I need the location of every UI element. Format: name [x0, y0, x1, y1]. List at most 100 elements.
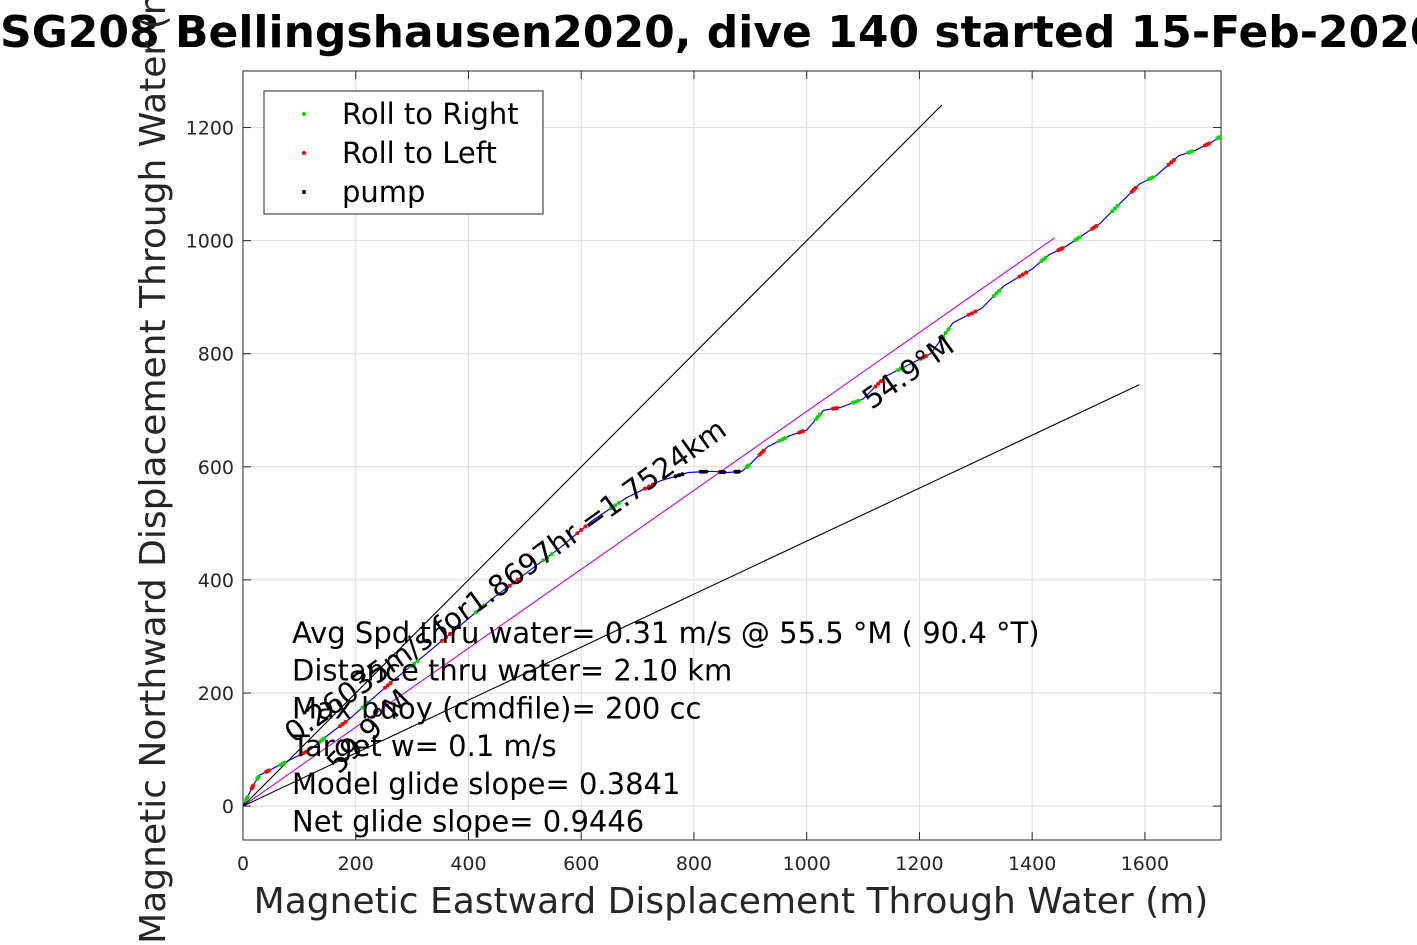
stat-line: Avg Spd thru water= 0.31 m/s @ 55.5 °M (…: [292, 616, 1040, 650]
track-marker: [448, 631, 453, 636]
track-marker: [946, 327, 951, 332]
track-marker: [673, 474, 678, 479]
track-marker: [415, 659, 420, 663]
y-tick-label: 1000: [186, 231, 234, 253]
track-marker: [1024, 270, 1029, 275]
track-marker: [1077, 235, 1082, 240]
track-marker: [1217, 135, 1222, 140]
track-marker: [444, 635, 448, 640]
track-marker: [477, 607, 482, 611]
track-marker: [541, 558, 546, 563]
y-tick-label: 600: [198, 457, 234, 479]
x-tick-label: 1600: [1121, 853, 1169, 875]
y-axis-label: Magnetic Northward Displacement Through …: [133, 0, 174, 944]
track-marker: [1133, 185, 1138, 190]
track-marker: [761, 448, 766, 453]
track-marker: [704, 469, 709, 474]
track-marker: [609, 506, 614, 511]
track-marker: [617, 500, 622, 505]
track-marker: [680, 472, 685, 477]
series-bound_lower: [242, 384, 1140, 807]
stat-line: Distance thru water= 2.10 km: [292, 654, 732, 688]
track-marker: [363, 703, 368, 708]
stats-block: Avg Spd thru water= 0.31 m/s @ 55.5 °M (…: [291, 616, 1040, 839]
track-marker: [579, 527, 584, 532]
x-tick-label: 1200: [895, 853, 943, 875]
x-tick-label: 400: [450, 853, 486, 875]
legend-box: [263, 90, 544, 215]
x-axis-label: Magnetic Eastward Displacement Through W…: [254, 881, 1209, 922]
track-marker: [383, 685, 387, 690]
track-marker: [651, 482, 655, 487]
legend-label: Roll to Right: [342, 97, 519, 131]
legend-label: Roll to Left: [342, 136, 497, 170]
x-tick-label: 800: [676, 853, 712, 875]
track-marker: [481, 603, 486, 608]
track-marker: [941, 334, 946, 339]
track-marker: [642, 486, 647, 491]
track-marker: [736, 469, 741, 474]
track-marker: [282, 760, 287, 765]
stat-line: Max buoy (cmdfile)= 200 cc: [292, 691, 701, 725]
track-marker: [1043, 255, 1048, 260]
track-marker: [1017, 274, 1022, 279]
y-tick-label: 800: [198, 344, 234, 366]
x-tick-label: 200: [338, 853, 374, 875]
track-marker: [997, 288, 1002, 293]
track-marker: [943, 330, 948, 335]
track-marker: [473, 610, 478, 615]
track-marker: [511, 580, 516, 585]
track-marker: [507, 583, 512, 588]
y-tick-label: 200: [198, 683, 234, 705]
track-marker: [1207, 141, 1211, 146]
stat-line: Target w= 0.1 m/s: [291, 729, 557, 763]
track-marker: [677, 473, 681, 478]
track-marker: [647, 484, 651, 489]
x-tick-label: 1000: [783, 853, 831, 875]
track-marker: [1110, 209, 1115, 214]
legend-label: pump: [342, 175, 425, 209]
legend-marker: [302, 151, 306, 155]
track-marker: [901, 365, 906, 370]
legend-marker: [302, 112, 306, 116]
track-marker: [408, 664, 413, 669]
stat-line: Model glide slope= 0.3841: [292, 767, 680, 801]
track-marker: [583, 524, 588, 529]
y-tick-label: 0: [222, 796, 234, 818]
x-tick-label: 1400: [1008, 853, 1056, 875]
track-marker: [873, 384, 878, 389]
track-marker: [365, 700, 370, 705]
track-marker: [1060, 246, 1065, 251]
y-tick-label: 1200: [186, 118, 234, 140]
series-magenta_heading: [242, 237, 1056, 807]
track-marker: [722, 470, 727, 475]
track-marker: [1112, 206, 1117, 211]
track-marker: [266, 768, 271, 773]
track-marker: [746, 463, 751, 468]
track-marker: [575, 531, 580, 536]
track-marker: [613, 503, 618, 508]
track-marker: [878, 379, 883, 384]
track-marker: [515, 577, 520, 582]
track-marker: [549, 552, 554, 557]
track-marker: [973, 309, 978, 314]
grid: [242, 71, 1221, 840]
track-marker: [338, 724, 342, 729]
track-marker: [303, 749, 308, 754]
track-marker: [991, 294, 996, 298]
series-bound_upper: [242, 104, 943, 807]
track-marker: [856, 398, 861, 403]
track-marker: [412, 661, 417, 666]
track-marker: [360, 705, 365, 710]
track-marker: [801, 429, 806, 434]
track-marker: [385, 683, 390, 688]
track-marker: [1150, 175, 1155, 180]
track-marker: [1169, 160, 1174, 165]
track-marker: [970, 311, 975, 316]
stat-line: Net glide slope= 0.9446: [292, 805, 644, 839]
x-tick-label: 0: [237, 853, 249, 875]
track-marker: [322, 736, 326, 741]
track-marker: [440, 638, 444, 643]
track-marker: [783, 436, 787, 441]
